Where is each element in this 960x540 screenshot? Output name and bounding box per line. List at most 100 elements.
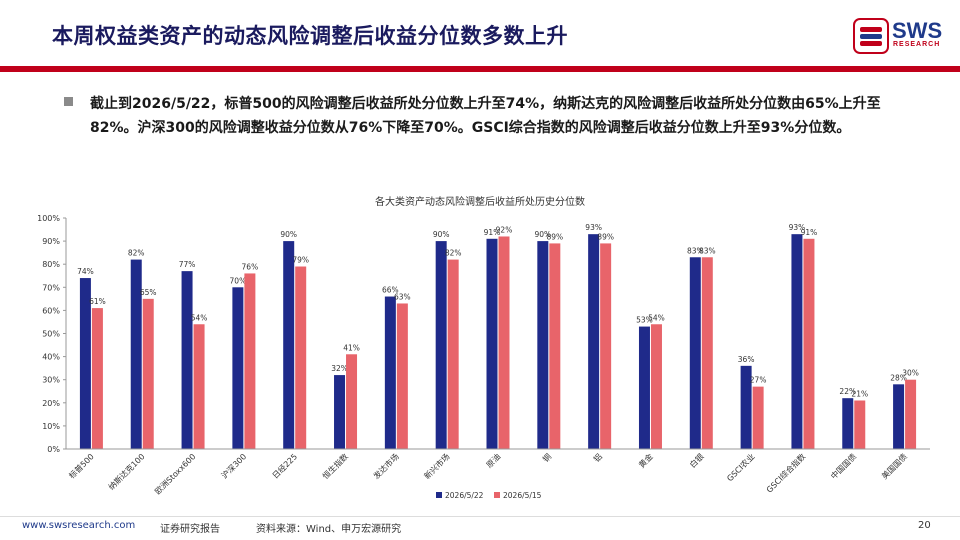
x-tick-label: 黄金 (637, 451, 655, 469)
y-tick-label: 10% (42, 422, 60, 431)
x-tick-label: 原油 (484, 451, 502, 469)
data-label: 36% (738, 355, 755, 364)
title-bar: 本周权益类资产的动态风险调整后收益分位数多数上升 SWS RESEARCH (0, 0, 960, 72)
y-tick-label: 70% (42, 283, 60, 292)
bar (740, 365, 752, 449)
x-tick-label: 铝 (591, 451, 604, 464)
bar (689, 257, 701, 449)
data-label: 63% (394, 292, 411, 301)
legend-label: 2026/5/22 (445, 491, 484, 500)
bar (91, 308, 103, 449)
data-label: 90% (433, 230, 450, 239)
data-label: 65% (140, 288, 157, 297)
x-tick-label: 纳斯达克100 (106, 451, 147, 492)
data-label: 54% (648, 313, 665, 322)
y-tick-label: 80% (42, 260, 60, 269)
bar (334, 375, 346, 449)
data-label: 27% (750, 376, 767, 385)
y-tick-label: 30% (42, 376, 60, 385)
data-label: 66% (382, 286, 399, 295)
y-tick-label: 0% (47, 445, 60, 454)
bar (384, 296, 396, 449)
legend-swatch (494, 492, 500, 498)
x-tick-label: GSCI农业 (725, 451, 757, 483)
bar (842, 398, 854, 449)
bar (600, 243, 612, 449)
data-label: 32% (331, 364, 348, 373)
bar (498, 236, 510, 449)
data-label: 74% (77, 267, 94, 276)
x-tick-label: 发达市场 (371, 451, 401, 481)
data-label: 89% (546, 232, 563, 241)
bar (396, 303, 408, 449)
footer-website-link[interactable]: www.swsresearch.com (22, 520, 136, 531)
y-axis: 0% 10% 20% 30% 40% 50% 60% 70% 80% 90% 100% (37, 214, 67, 454)
x-tick-label: 中国国债 (828, 451, 858, 481)
bar (588, 234, 600, 449)
data-label: 93% (585, 223, 602, 232)
bar (537, 241, 549, 449)
bar (193, 324, 205, 449)
bar (701, 257, 713, 449)
x-tick-label: 美国国债 (879, 451, 909, 481)
bar (283, 241, 295, 449)
logo-subtitle: RESEARCH (893, 41, 941, 48)
y-tick-label: 20% (42, 399, 60, 408)
x-tick-label: 日经225 (270, 451, 299, 480)
x-tick-label: 白银 (687, 451, 705, 469)
bar (905, 379, 917, 449)
data-label: 92% (496, 225, 513, 234)
footer-source: 资料来源：Wind、申万宏源研究 (256, 524, 402, 535)
data-label: 91% (801, 228, 818, 237)
bar (791, 234, 803, 449)
data-label: 28% (890, 373, 907, 382)
y-tick-label: 50% (42, 330, 60, 339)
page-title: 本周权益类资产的动态风险调整后收益分位数多数上升 (52, 24, 568, 48)
data-label: 22% (839, 387, 856, 396)
bar (232, 287, 244, 449)
data-label: 89% (597, 232, 614, 241)
bar (486, 238, 498, 449)
data-label: 70% (230, 276, 247, 285)
bar (650, 324, 662, 449)
data-label: 53% (636, 316, 653, 325)
data-label: 41% (343, 343, 360, 352)
x-tick-label: 欧洲Stoxx600 (152, 451, 197, 496)
sws-logo-icon (853, 18, 889, 54)
chart-title: 各大类资产动态风险调整后收益所处历史分位数 (375, 195, 585, 208)
x-tick-label: 新兴市场 (422, 451, 452, 481)
bar (181, 271, 193, 449)
title-divider (0, 66, 960, 72)
data-label: 61% (89, 297, 106, 306)
bar (79, 278, 91, 449)
square-bullet-icon (64, 97, 73, 106)
x-tick-label: 铜 (541, 451, 554, 464)
y-tick-label: 40% (42, 353, 60, 362)
data-label: 82% (128, 249, 145, 258)
x-tick-label: GSCI综合指数 (764, 451, 807, 494)
x-tick-label: 恒生指数 (320, 451, 350, 481)
data-label: 54% (191, 313, 208, 322)
y-tick-label: 100% (37, 214, 60, 223)
bar (295, 266, 307, 449)
bar (549, 243, 561, 449)
bar (142, 298, 154, 449)
bars-group: 74% 61% 82% 65% 77% 54% 70% 76% 90% 79% 32% 41% 66%6… (77, 223, 919, 449)
data-label: 21% (851, 389, 868, 398)
page-number: 20 (918, 520, 931, 531)
legend-swatch (436, 492, 442, 498)
data-label: 90% (280, 230, 297, 239)
y-tick-label: 60% (42, 306, 60, 315)
x-tick-label: 标普500 (67, 451, 96, 480)
bar (638, 326, 650, 449)
legend-label: 2026/5/15 (503, 491, 542, 500)
summary-text: 截止到2026/5/22，标普500的风险调整后收益所处分位数上升至74%，纳斯… (90, 96, 881, 136)
bar (244, 273, 256, 449)
y-tick-label: 90% (42, 237, 60, 246)
bar (803, 238, 815, 449)
data-label: 90% (534, 230, 551, 239)
bar (346, 354, 358, 449)
data-label: 76% (242, 262, 259, 271)
bar (447, 259, 459, 449)
bar (130, 259, 142, 449)
